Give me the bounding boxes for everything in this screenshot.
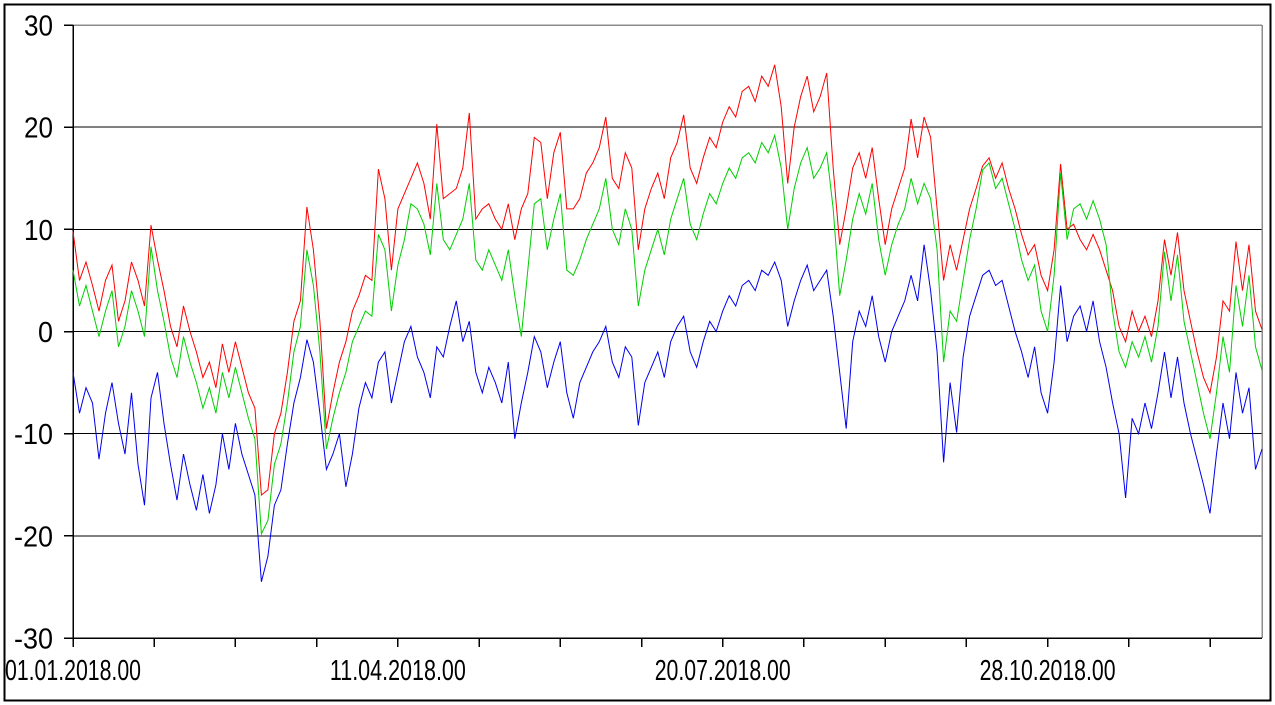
green-series-line: [72, 133, 1263, 536]
image-border: [3, 3, 1272, 702]
x-tick-label-200: 20.07.2018.00: [655, 655, 791, 687]
y-tick-label-30: 30: [24, 11, 53, 43]
y-tick-label--20: -20: [14, 521, 53, 553]
y-tick-label-10: 10: [24, 215, 53, 247]
y-tick-label-20: 20: [24, 113, 53, 145]
x-tick-label-0: 01.01.2018.00: [5, 655, 141, 687]
y-tick-label--30: -30: [14, 624, 53, 656]
y-tick-label--10: -10: [14, 419, 53, 451]
red-series-line: [72, 64, 1263, 496]
x-tick-label-300: 28.10.2018.00: [980, 655, 1116, 687]
x-tick-label-100: 11.04.2018.00: [330, 655, 466, 687]
blue-series-line: [72, 244, 1263, 582]
y-tick-label-0: 0: [38, 317, 53, 349]
